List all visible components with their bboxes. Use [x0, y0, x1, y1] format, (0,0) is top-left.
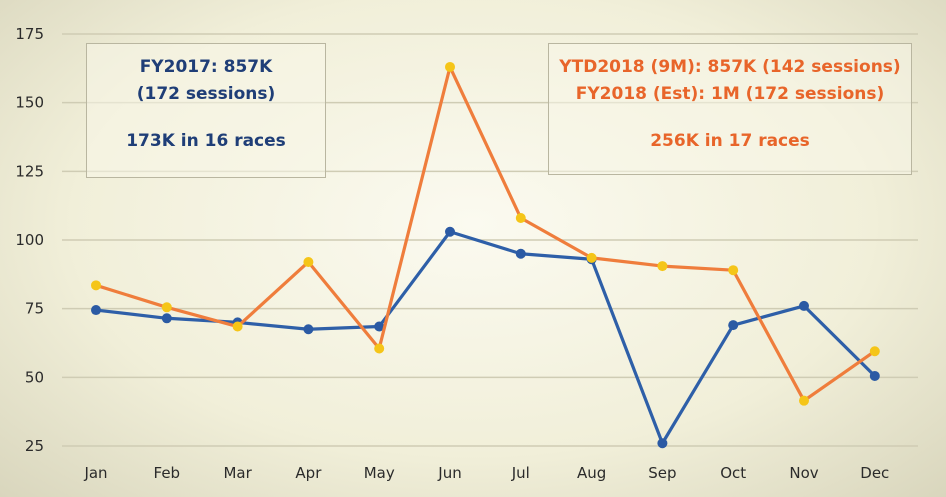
data-point-fy2018-jul: [515, 213, 526, 224]
data-point-fy2017-nov: [799, 300, 809, 311]
data-point-fy2017-may: [374, 321, 385, 332]
x-tick-label-nov: Nov: [789, 464, 818, 482]
x-axis: Jan Feb Mar Apr May Jun Jul Aug Sep Oct Nov Dec: [83, 464, 889, 482]
data-point-fy2017-jul: [515, 248, 526, 259]
data-point-fy2017-dec: [869, 370, 880, 381]
data-point-fy2018-oct: [728, 265, 739, 276]
series-line-fy2017: [94, 230, 877, 445]
data-point-fy2017-oct: [728, 320, 739, 331]
data-point-fy2017-jun: [445, 226, 455, 237]
y-axis: 25 50 75 100 125 150 175: [15, 25, 44, 455]
data-point-fy2018-dec: [869, 346, 880, 357]
y-tick-label-50: 50: [25, 368, 44, 386]
x-tick-label-may: May: [364, 464, 395, 482]
x-tick-label-mar: Mar: [223, 464, 252, 482]
fy2017-total-label: FY2017: 857K: [139, 57, 273, 77]
data-point-fy2018-may: [374, 343, 385, 354]
fy2018-estimate-label: FY2018 (Est): 1M (172 sessions): [575, 84, 885, 104]
series-lines: [91, 61, 880, 449]
data-point-fy2018-jan: [91, 280, 101, 291]
series-fy2018: [91, 61, 880, 406]
x-tick-label-aug: Aug: [577, 464, 606, 482]
data-point-fy2018-sep: [657, 261, 668, 272]
x-tick-label-oct: Oct: [720, 464, 746, 482]
fy2018-races-label: 256K in 17 races: [650, 131, 810, 151]
series-line-fy2018: [94, 65, 877, 403]
fy2017-races-label: 173K in 16 races: [126, 131, 286, 151]
data-point-fy2017-jan: [91, 305, 101, 316]
data-point-fy2018-nov: [799, 395, 809, 406]
series-fy2017: [91, 226, 880, 449]
x-tick-label-sep: Sep: [648, 464, 676, 482]
data-point-fy2017-feb: [161, 313, 172, 324]
fy2017-sessions-label: (172 sessions): [136, 84, 276, 104]
x-tick-label-feb: Feb: [154, 464, 181, 482]
y-tick-label-175: 175: [15, 25, 44, 43]
x-tick-label-jun: Jun: [437, 464, 461, 482]
y-tick-label-150: 150: [15, 94, 44, 112]
fy2018-annotation-box: YTD2018 (9M): 857K (142 sessions) FY2018…: [548, 43, 912, 175]
data-point-fy2017-apr: [303, 324, 314, 335]
data-point-fy2018-apr: [303, 256, 314, 267]
x-tick-label-jan: Jan: [83, 464, 107, 482]
y-tick-label-25: 25: [25, 437, 44, 455]
ytd2018-total-label: YTD2018 (9M): 857K (142 sessions): [559, 57, 901, 77]
y-tick-label-75: 75: [25, 300, 44, 318]
fy2017-annotation-box: FY2017: 857K (172 sessions) 173K in 16 r…: [86, 43, 326, 178]
data-point-fy2018-mar: [232, 321, 243, 332]
x-tick-label-jul: Jul: [511, 464, 530, 482]
x-tick-label-apr: Apr: [295, 464, 322, 482]
data-point-fy2018-jun: [445, 61, 455, 72]
data-point-fy2017-sep: [657, 438, 668, 449]
x-tick-label-dec: Dec: [860, 464, 889, 482]
data-point-fy2018-feb: [161, 302, 172, 313]
data-point-fy2018-aug: [586, 252, 597, 263]
y-tick-label-100: 100: [15, 231, 44, 249]
y-tick-label-125: 125: [15, 162, 44, 180]
